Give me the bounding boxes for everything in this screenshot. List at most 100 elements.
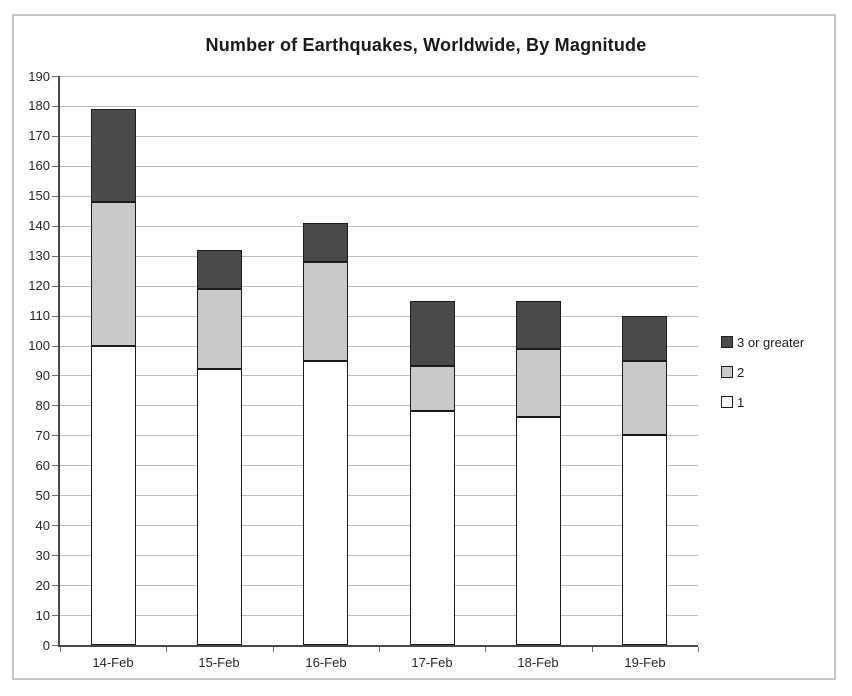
x-tick-mark [273, 647, 274, 652]
x-axis-line [58, 645, 698, 647]
legend-item-3-or-greater: 3 or greater [721, 334, 846, 350]
y-tick-label: 130 [28, 248, 50, 263]
bar-segment-14-feb-3-or-greater [91, 109, 136, 202]
bar-segment-15-feb-1 [197, 369, 242, 645]
gridline [60, 555, 698, 556]
x-axis-label-15-feb: 15-Feb [198, 655, 240, 670]
gridline [60, 106, 698, 107]
gridline [60, 316, 698, 317]
x-axis-label-16-feb: 16-Feb [305, 655, 347, 670]
x-tick-mark [698, 647, 699, 652]
bar-segment-18-feb-2 [516, 349, 561, 417]
y-tick-mark [52, 136, 58, 137]
y-tick-label: 90 [35, 368, 50, 383]
y-axis-line [58, 76, 60, 647]
bar-segment-19-feb-3-or-greater [622, 316, 667, 361]
gridline [60, 166, 698, 167]
y-tick-mark [52, 166, 58, 167]
x-tick-mark [485, 647, 486, 652]
bar-segment-15-feb-3-or-greater [197, 250, 242, 289]
bar-segment-19-feb-2 [622, 361, 667, 435]
legend-label-2: 2 [737, 364, 745, 380]
y-tick-label: 170 [28, 128, 50, 143]
bar-segment-14-feb-2 [91, 202, 136, 346]
y-tick-label: 10 [35, 608, 50, 623]
y-tick-mark [52, 286, 58, 287]
y-tick-mark [52, 196, 58, 197]
bar-segment-16-feb-1 [303, 361, 348, 645]
legend: 3 or greater 2 1 [721, 335, 846, 425]
gridline [60, 196, 698, 197]
y-tick-mark [52, 405, 58, 406]
y-tick-label: 120 [28, 278, 50, 293]
bar-segment-17-feb-3-or-greater [410, 301, 455, 366]
y-tick-label: 150 [28, 188, 50, 203]
bar-segment-19-feb-1 [622, 435, 667, 645]
bar-segment-18-feb-1 [516, 417, 561, 645]
y-tick-mark [52, 346, 58, 347]
y-tick-label: 60 [35, 458, 50, 473]
x-tick-mark [379, 647, 380, 652]
y-tick-mark [52, 585, 58, 586]
legend-swatch-1 [721, 396, 733, 408]
y-tick-mark [52, 226, 58, 227]
y-tick-label: 160 [28, 158, 50, 173]
gridline [60, 375, 698, 376]
y-tick-mark [52, 495, 58, 496]
y-tick-label: 40 [35, 518, 50, 533]
bar-segment-17-feb-2 [410, 366, 455, 411]
legend-swatch-3-or-greater [721, 336, 733, 348]
x-tick-mark [166, 647, 167, 652]
x-tick-mark [60, 647, 61, 652]
y-tick-label: 50 [35, 488, 50, 503]
gridline [60, 465, 698, 466]
y-tick-mark [52, 555, 58, 556]
bar-segment-14-feb-1 [91, 346, 136, 645]
gridline [60, 405, 698, 406]
gridline [60, 585, 698, 586]
chart-title: Number of Earthquakes, Worldwide, By Mag… [205, 35, 647, 55]
x-axis-label-17-feb: 17-Feb [411, 655, 453, 670]
gridline [60, 615, 698, 616]
plot-area [60, 76, 698, 645]
y-tick-mark [52, 256, 58, 257]
y-tick-label: 110 [29, 308, 50, 323]
y-tick-label: 70 [35, 428, 50, 443]
x-axis-label-14-feb: 14-Feb [92, 655, 134, 670]
y-tick-mark [52, 645, 58, 646]
gridline [60, 346, 698, 347]
legend-item-1: 1 [721, 395, 846, 410]
gridline [60, 226, 698, 227]
gridline [60, 495, 698, 496]
gridline [60, 76, 698, 77]
gridline [60, 286, 698, 287]
legend-swatch-2 [721, 366, 733, 378]
gridline [60, 525, 698, 526]
y-tick-label: 30 [35, 548, 50, 563]
y-tick-mark [52, 106, 58, 107]
bar-segment-16-feb-2 [303, 262, 348, 361]
gridline [60, 435, 698, 436]
bar-segment-17-feb-1 [410, 411, 455, 645]
y-tick-mark [52, 375, 58, 376]
gridline [60, 256, 698, 257]
y-tick-label: 190 [28, 69, 50, 84]
bar-segment-15-feb-2 [197, 289, 242, 369]
y-tick-label: 100 [28, 338, 50, 353]
y-tick-label: 180 [28, 98, 50, 113]
y-tick-mark [52, 615, 58, 616]
y-tick-mark [52, 525, 58, 526]
y-tick-mark [52, 316, 58, 317]
y-tick-mark [52, 465, 58, 466]
y-tick-label: 80 [35, 398, 50, 413]
y-tick-mark [52, 76, 58, 77]
x-axis-label-18-feb: 18-Feb [517, 655, 559, 670]
bar-segment-18-feb-3-or-greater [516, 301, 561, 349]
y-tick-label: 140 [28, 218, 50, 233]
legend-item-2: 2 [721, 364, 846, 380]
gridline [60, 136, 698, 137]
y-tick-label: 20 [35, 578, 50, 593]
x-axis-label-19-feb: 19-Feb [624, 655, 666, 670]
legend-label-3-or-greater: 3 or greater [737, 334, 805, 350]
y-tick-label: 0 [42, 638, 50, 653]
